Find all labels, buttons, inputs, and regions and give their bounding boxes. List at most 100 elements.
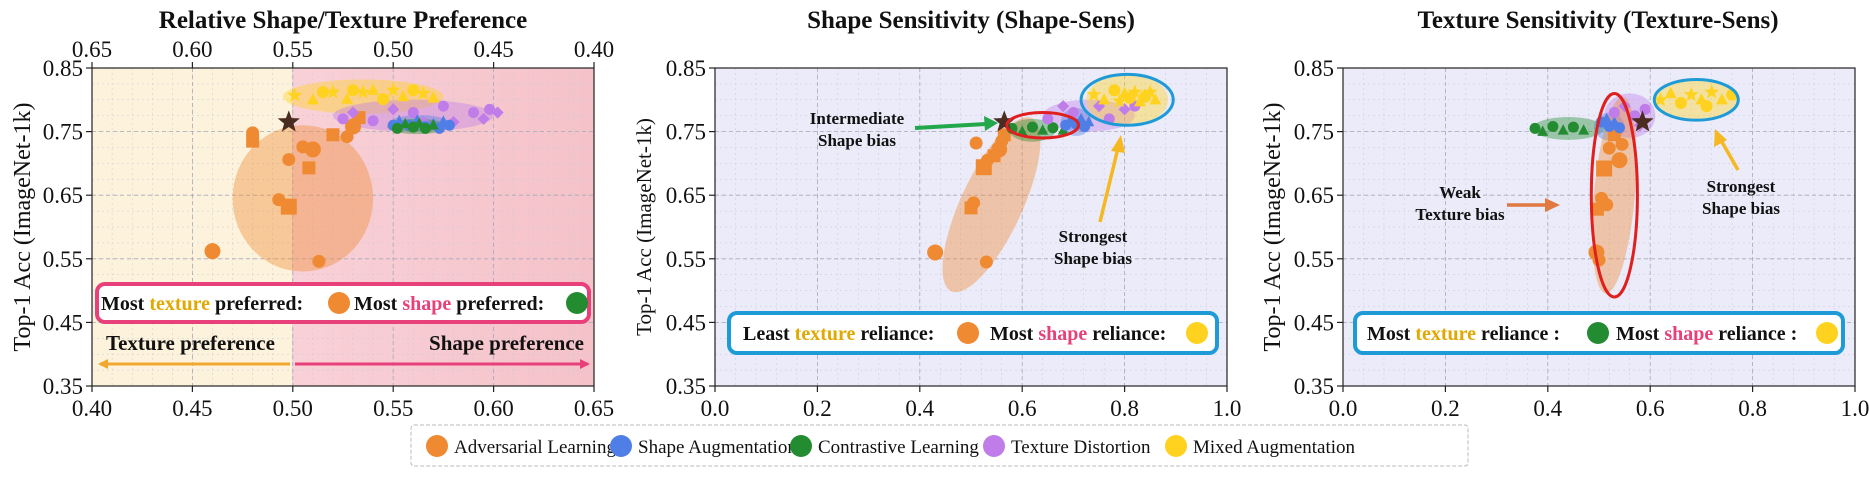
y-tick-label: 0.65 <box>43 183 83 208</box>
point-shape-augmentation <box>1613 122 1625 134</box>
x-tick-label: 0.0 <box>1329 396 1358 421</box>
x2-tick-label: 0.65 <box>72 37 112 62</box>
y-tick-label: 0.55 <box>1294 247 1334 272</box>
point-texture-distortion <box>491 106 504 119</box>
point-contrastive-learning <box>1547 121 1559 133</box>
point-contrastive-learning <box>1557 124 1569 135</box>
point-contrastive-learning <box>427 119 439 130</box>
x-tick-label: 0.0 <box>701 396 730 421</box>
point-adversarial-learning <box>304 141 321 158</box>
point-mixed-augmentation <box>1098 93 1111 105</box>
x-tick-label: 0.4 <box>1533 396 1562 421</box>
point-adversarial-learning <box>969 136 983 150</box>
legend-marker-shape-augmentation <box>610 435 632 457</box>
point-mixed-augmentation <box>367 83 380 95</box>
baseline-star-marker <box>1631 110 1654 132</box>
annotation-strongest-line2: Shape bias <box>1054 249 1132 268</box>
panel-title-1: Relative Shape/Texture Preference <box>159 7 527 34</box>
x-tick-label: 0.8 <box>1110 396 1139 421</box>
callout-2-marker-texture <box>957 322 979 344</box>
point-mixed-augmentation <box>1715 93 1728 105</box>
x2-tick-label: 0.60 <box>172 37 212 62</box>
panel-title-2: Shape Sensitivity (Shape-Sens) <box>807 7 1135 34</box>
y-tick-label: 0.65 <box>666 183 706 208</box>
x-tick-label: 0.2 <box>803 396 832 421</box>
annotation-intermediate-line2: Shape bias <box>818 131 896 150</box>
arrow-strongest3-shaft <box>1720 141 1740 171</box>
callout-text-1b: Most shape preferred: <box>354 293 544 315</box>
callout-3-p1: Most <box>1367 323 1415 345</box>
point-contrastive-learning <box>1567 121 1579 133</box>
highlight-ellipse <box>1079 72 1175 127</box>
x-tick-label: 0.8 <box>1738 396 1767 421</box>
point-adversarial-learning <box>967 196 981 210</box>
point-contrastive-learning <box>1016 125 1028 136</box>
callout-3-marker-texture <box>1587 322 1609 344</box>
point-texture-distortion <box>1057 100 1070 113</box>
point-contrastive-learning <box>1047 122 1059 134</box>
legend-label-adversarial-learning: Adversarial Learning <box>454 437 616 458</box>
x2-tick-label: 0.50 <box>373 37 413 62</box>
point-mixed-augmentation <box>377 93 390 106</box>
plot-frame-1 <box>91 67 595 387</box>
point-texture-distortion <box>1608 107 1620 119</box>
x-tick-label: 0.2 <box>1431 396 1460 421</box>
texture-preference-label: Texture preference <box>106 331 275 355</box>
y-tick-label: 0.45 <box>43 310 83 335</box>
point-adversarial-learning <box>927 244 944 261</box>
y-tick-label: 0.35 <box>666 374 706 399</box>
callout-2-k1: texture <box>795 323 856 345</box>
point-texture-distortion <box>367 115 379 127</box>
point-texture-distortion <box>407 107 419 119</box>
point-shape-augmentation <box>1601 112 1613 124</box>
callout-2-k2: shape <box>1038 323 1087 345</box>
point-mixed-augmentation <box>1704 84 1720 99</box>
plot-frame-3 <box>1342 67 1856 387</box>
point-adversarial-learning <box>326 128 340 142</box>
point-texture-distortion <box>1118 103 1131 116</box>
point-mixed-augmentation <box>347 84 360 97</box>
y-tick-label: 0.65 <box>1294 183 1334 208</box>
point-shape-augmentation <box>1083 116 1095 127</box>
callout-3-marker-shape <box>1816 322 1838 344</box>
axes-2: 0.0 0.2 0.4 0.6 0.8 1.0 0.35 0.45 0.55 0.65 0.75 0.… <box>666 56 1242 421</box>
highlight-ellipses-3 <box>1589 77 1740 299</box>
callout-3-p2: reliance : <box>1476 323 1560 345</box>
point-adversarial-learning <box>312 254 326 268</box>
y-axis-label-1: Top-1 Acc (ImageNet-1k) <box>10 103 36 352</box>
point-mixed-augmentation <box>1653 92 1668 107</box>
point-adversarial-learning <box>1611 152 1628 169</box>
y-tick-label: 0.55 <box>43 247 83 272</box>
callout-1-k2: shape <box>402 293 451 315</box>
point-texture-distortion <box>437 100 449 112</box>
point-texture-distortion <box>477 112 490 125</box>
annotation-strongest-line1: Strongest <box>1059 227 1128 246</box>
y-tick-label: 0.35 <box>1294 374 1334 399</box>
point-mixed-augmentation <box>287 87 303 102</box>
axes-3: 0.0 0.2 0.4 0.6 0.8 1.0 0.35 0.45 0.55 0.65 0.75 0.… <box>1294 56 1869 421</box>
callout-1-k1: texture <box>149 293 210 315</box>
point-contrastive-learning <box>1037 124 1049 135</box>
x2-tick-label: 0.55 <box>273 37 313 62</box>
shape-preference-label: Shape preference <box>429 331 584 355</box>
annotation-intermediate-line1: Intermediate <box>810 109 905 128</box>
point-contrastive-learning <box>1537 125 1549 136</box>
y-tick-label: 0.75 <box>666 120 706 145</box>
callout-text-2a: Least texture reliance: <box>743 323 934 345</box>
callout-2-p4: reliance: <box>1087 323 1166 345</box>
point-texture-distortion <box>468 107 480 119</box>
legend-marker-adversarial-learning <box>426 435 448 457</box>
callout-1-p2: preferred: <box>210 293 303 315</box>
callout-1-p3: Most <box>354 293 402 315</box>
point-mixed-augmentation <box>1112 93 1127 108</box>
y-tick-label: 0.85 <box>43 56 83 81</box>
point-shape-augmentation <box>1075 112 1087 124</box>
x-tick-label: 0.40 <box>72 396 112 421</box>
point-adversarial-learning <box>1600 198 1614 212</box>
axes-1: 0.40 0.45 0.50 0.55 0.60 0.65 0.35 0.45 0.55 0.65… <box>43 37 614 421</box>
point-adversarial-learning <box>979 255 993 269</box>
scatter-points-1 <box>204 82 504 268</box>
point-mixed-augmentation <box>316 86 329 99</box>
point-contrastive-learning <box>1578 124 1590 135</box>
